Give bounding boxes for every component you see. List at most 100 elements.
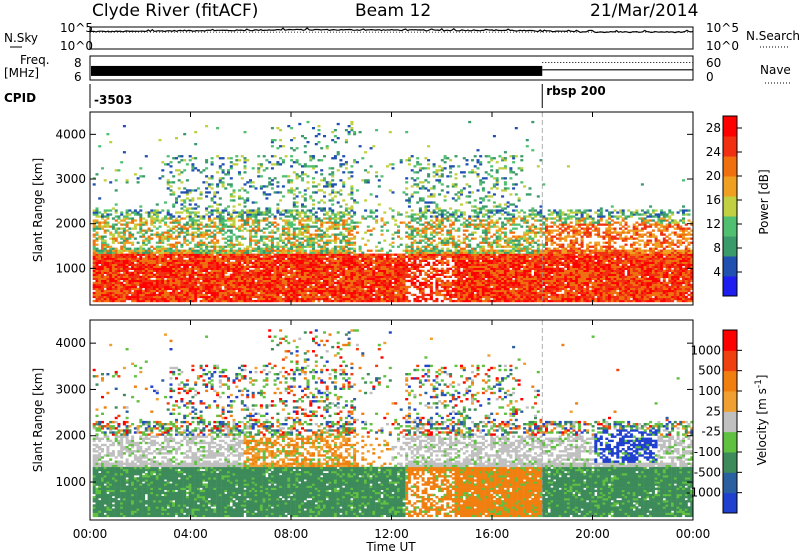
power-cell bbox=[92, 299, 96, 303]
power-cell bbox=[273, 225, 277, 228]
power-cell bbox=[125, 267, 129, 270]
power-cell bbox=[103, 261, 107, 264]
power-cell bbox=[249, 285, 252, 289]
power-cell bbox=[397, 259, 400, 262]
power-cell bbox=[95, 281, 99, 285]
power-cell bbox=[235, 251, 239, 254]
power-cell bbox=[142, 283, 146, 287]
power-cell bbox=[268, 275, 272, 278]
power-cell bbox=[347, 241, 351, 244]
power-cell bbox=[161, 241, 165, 244]
power-cell bbox=[290, 255, 294, 258]
power-cell bbox=[196, 235, 200, 238]
power-cell bbox=[251, 181, 255, 184]
power-cell bbox=[369, 193, 373, 196]
power-cell bbox=[114, 297, 118, 301]
power-cell bbox=[328, 253, 332, 256]
power-cell bbox=[227, 251, 230, 254]
power-cell bbox=[287, 259, 291, 262]
power-cell bbox=[328, 249, 332, 252]
power-cell bbox=[207, 299, 211, 303]
power-cell bbox=[323, 287, 326, 291]
power-cell bbox=[287, 251, 291, 254]
power-cell bbox=[298, 277, 302, 280]
power-cell bbox=[418, 169, 422, 172]
power-cell bbox=[366, 263, 370, 266]
power-cell bbox=[224, 297, 228, 301]
power-cell bbox=[103, 289, 107, 293]
power-cell bbox=[153, 257, 156, 260]
power-cell bbox=[185, 289, 189, 293]
power-cell bbox=[281, 283, 285, 287]
power-cell bbox=[202, 293, 206, 297]
power-cell bbox=[276, 283, 280, 287]
power-cell bbox=[139, 293, 143, 297]
power-cell bbox=[369, 209, 373, 212]
power-cell bbox=[413, 253, 417, 256]
power-cell bbox=[144, 243, 148, 246]
power-cell bbox=[251, 219, 255, 222]
power-cell bbox=[191, 273, 195, 276]
power-cell bbox=[199, 171, 203, 174]
power-cell bbox=[265, 283, 269, 287]
power-cell bbox=[175, 295, 178, 299]
power-cell bbox=[432, 249, 436, 252]
power-cell bbox=[380, 289, 384, 293]
power-cell bbox=[355, 253, 359, 256]
power-cell bbox=[227, 229, 230, 232]
power-cell bbox=[325, 295, 329, 299]
power-cell bbox=[333, 183, 337, 186]
power-cell bbox=[290, 269, 294, 272]
power-cell bbox=[413, 277, 417, 280]
power-cell bbox=[344, 239, 348, 242]
power-cell bbox=[394, 253, 398, 256]
power-cell bbox=[270, 163, 274, 166]
power-cell bbox=[196, 251, 200, 254]
power-cell bbox=[183, 261, 187, 264]
power-cell bbox=[103, 297, 107, 301]
power-cell bbox=[438, 175, 442, 178]
power-cell bbox=[432, 193, 436, 196]
power-cell bbox=[98, 291, 102, 295]
power-cell bbox=[227, 253, 230, 256]
power-cell bbox=[284, 245, 288, 248]
power-cell bbox=[213, 235, 217, 238]
power-cell bbox=[273, 295, 277, 299]
power-cell bbox=[164, 271, 167, 274]
power-cell bbox=[303, 277, 307, 280]
power-cell bbox=[238, 197, 241, 200]
power-cell bbox=[295, 259, 299, 262]
power-cell bbox=[131, 235, 135, 238]
power-cell bbox=[290, 259, 294, 262]
power-cell bbox=[229, 265, 233, 268]
power-cell bbox=[262, 255, 266, 258]
power-cell bbox=[306, 165, 310, 168]
power-cell bbox=[301, 171, 304, 174]
power-cell bbox=[188, 279, 192, 283]
power-cell bbox=[128, 231, 132, 234]
power-cell bbox=[355, 263, 359, 266]
power-cell bbox=[438, 269, 442, 272]
power-cell bbox=[292, 297, 296, 301]
power-cell bbox=[344, 269, 348, 272]
power-cell bbox=[292, 231, 296, 234]
power-cell bbox=[317, 263, 321, 266]
power-cell bbox=[325, 233, 329, 236]
power-cell bbox=[229, 199, 233, 202]
power-cell bbox=[147, 241, 151, 244]
power-cell bbox=[207, 259, 211, 262]
power-cell bbox=[166, 229, 170, 232]
power-cell bbox=[355, 277, 359, 280]
power-cell bbox=[111, 267, 115, 270]
power-cell bbox=[229, 215, 233, 218]
power-cell bbox=[131, 255, 135, 258]
power-cell bbox=[427, 275, 431, 278]
power-cell bbox=[429, 267, 433, 270]
power-cell bbox=[342, 277, 346, 280]
power-cell bbox=[180, 159, 184, 162]
power-cell bbox=[413, 171, 417, 174]
power-cell bbox=[98, 197, 102, 200]
power-cell bbox=[229, 291, 233, 295]
power-cell bbox=[438, 213, 442, 216]
power-cell bbox=[251, 261, 255, 264]
